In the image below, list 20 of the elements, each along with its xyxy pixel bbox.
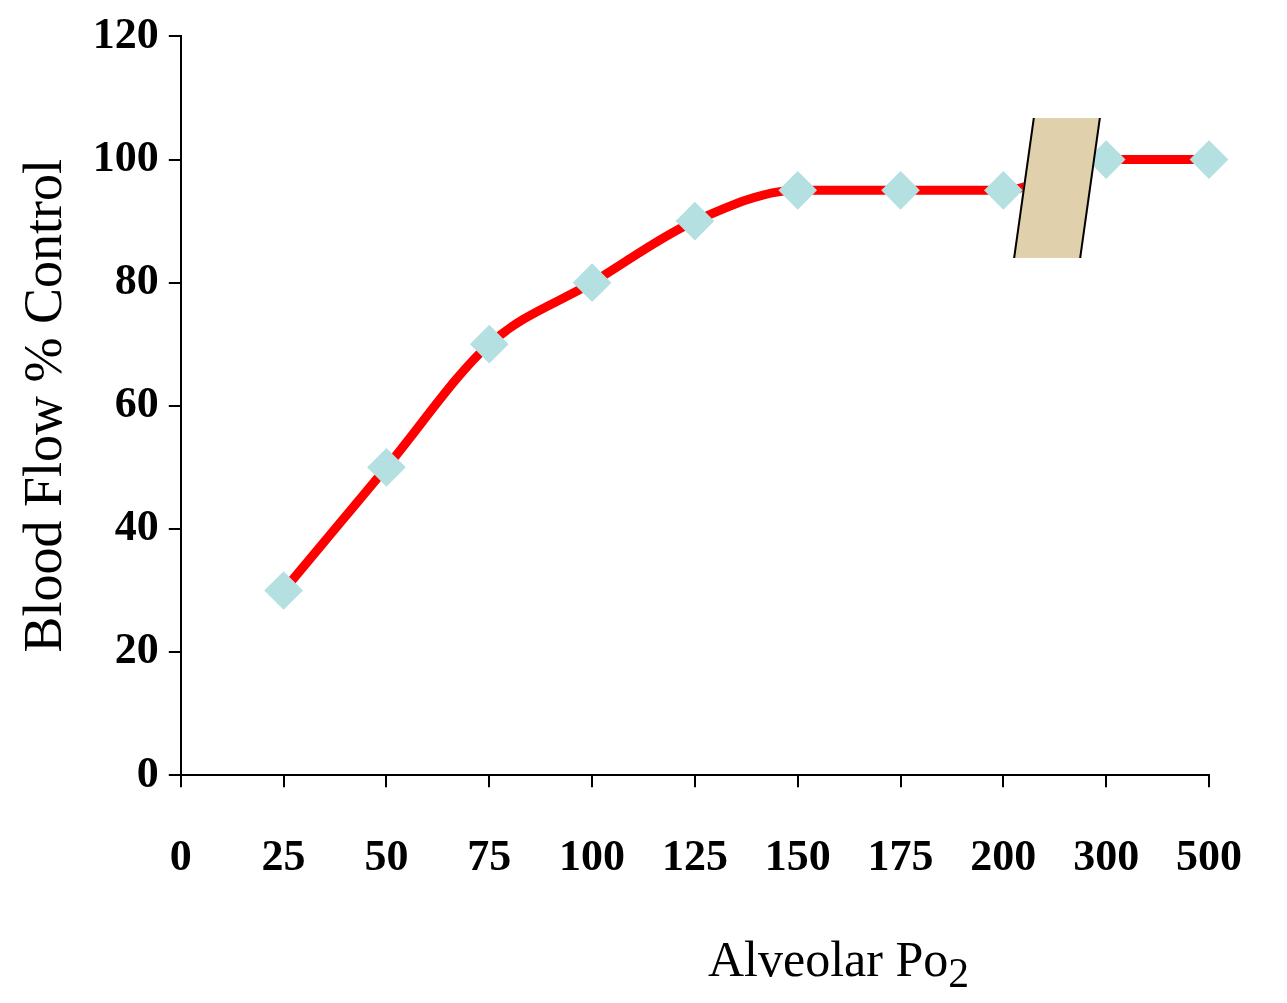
x-tick-label: 125 [661,830,728,880]
x-tick-label: 175 [867,830,934,880]
y-tick-label: 60 [114,378,159,428]
x-tick-label: 500 [1176,830,1242,880]
x-tick-label: 0 [169,830,192,880]
y-tick-label: 40 [114,501,159,551]
y-axis-title: Blood Flow % Control [12,159,73,653]
x-tick-label: 200 [970,830,1037,880]
x-tick-label: 75 [467,830,512,880]
x-axis-title: Alveolar Po$_{2}$ [706,930,971,997]
x-tick-label: 100 [559,830,626,880]
y-tick-label: 20 [114,624,159,674]
y-tick-label: 120 [92,8,159,58]
x-tick-label: 50 [364,830,409,880]
x-tick-label: 300 [1073,830,1140,880]
y-tick-label: 100 [92,131,159,181]
y-tick-label: 0 [136,747,159,797]
x-tick-label: 150 [764,830,831,880]
x-tick-label: 25 [261,830,306,880]
y-tick-label: 80 [114,255,159,305]
